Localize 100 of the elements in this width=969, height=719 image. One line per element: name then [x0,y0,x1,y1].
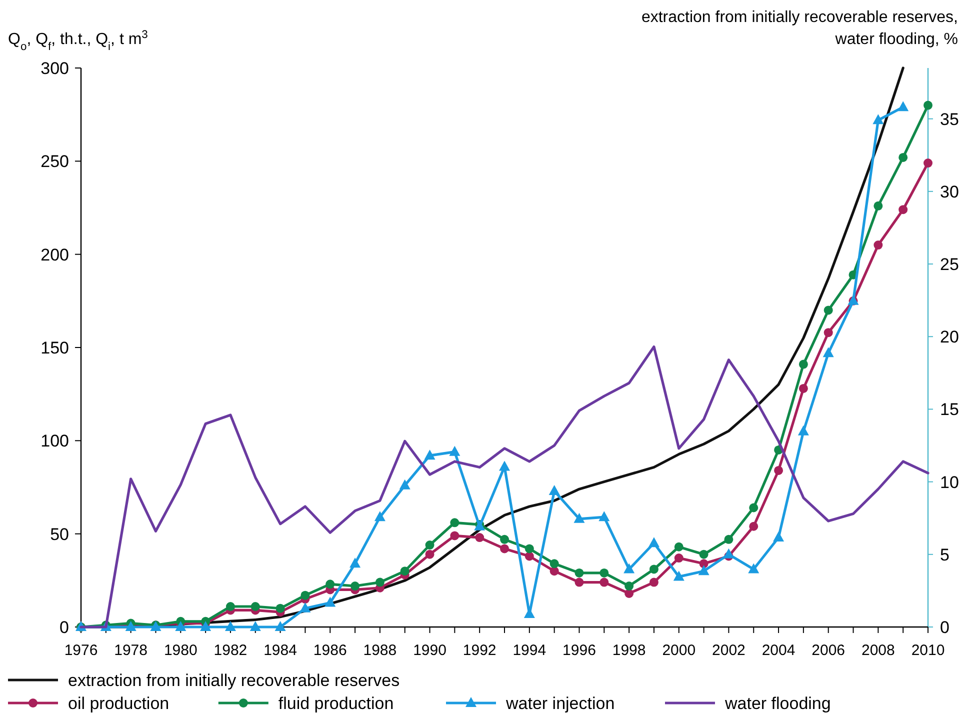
y-tick-label: 50 [50,524,69,544]
point [874,201,883,210]
point [175,621,186,631]
y-tick-label: 100 [40,432,69,451]
y2-tick-label: 0 [940,618,950,637]
point [300,590,310,600]
point [425,550,434,559]
x-tick-label: 1992 [462,642,496,659]
y2-tick-label: 35 [940,110,959,129]
point [898,205,908,214]
x-tick-label: 1986 [313,642,347,659]
point [648,537,660,548]
point [824,328,833,338]
point [350,582,360,591]
point [624,588,634,598]
x-tick-label: 1980 [164,642,198,659]
point [300,602,311,612]
point [250,621,261,631]
y-axis-title: Q$_{o}$, Q$_{f}$, th.t., Q$_{i}$, t m$^{3}$ [8,29,148,53]
point [874,240,883,250]
x-tick-label: 1998 [612,642,646,659]
point [500,534,509,544]
y-tick-label: 300 [40,58,69,78]
point [774,466,784,475]
legend-label: water injection [505,694,615,713]
point [924,100,932,110]
point [924,158,932,168]
x-tick-label: 1994 [512,642,546,659]
x-tick-label: 1990 [413,642,446,659]
legend-label: extraction from initially recoverable reserves [68,670,400,690]
point [524,544,534,554]
point [574,578,584,587]
point [649,578,658,587]
point [400,566,410,576]
point [250,602,260,612]
point [798,360,808,369]
legend-label: oil production [68,694,170,713]
point [600,568,609,578]
point [674,542,684,552]
point [500,544,509,554]
point [798,384,808,393]
y2-axis-title: extraction from initially recoverable reserves, water flooding, % [641,9,958,48]
x-tick-label: 1984 [264,642,297,659]
x-tick-label: 2000 [662,642,696,659]
point [898,152,908,162]
point [350,558,361,568]
x-tick-label: 2002 [712,642,746,659]
point [673,570,684,581]
point [723,548,734,558]
point [276,604,285,613]
x-tick-label: 2004 [762,642,796,659]
point [548,484,560,495]
y2-tick-label: 5 [940,545,950,564]
x-tick-label: 2008 [861,642,895,659]
point [724,534,734,544]
x-tick-label: 1976 [64,642,98,659]
y2-tick-label: 15 [940,400,959,420]
x-tick-label: 1988 [363,642,397,659]
y-tick-label: 250 [40,152,69,172]
point [224,621,236,631]
legend-label: fluid production [278,694,394,713]
point [425,540,434,550]
point [624,582,634,591]
point [698,565,710,576]
y-tick-label: 200 [40,245,69,264]
point [399,479,410,490]
point [324,596,336,607]
y-tick-label: 0 [60,618,69,637]
point [375,578,384,587]
point [326,580,335,589]
point [450,531,460,540]
point [824,306,833,315]
y2-tick-label: 20 [940,328,959,347]
legend-label: water flooding [724,694,831,713]
point [550,559,559,568]
point [699,559,708,568]
point [499,460,510,471]
x-tick-label: 1978 [114,642,148,659]
point [424,450,436,460]
point [475,533,484,542]
x-tick-label: 2010 [911,642,945,659]
x-tick-label: 1982 [214,642,248,659]
point [822,347,834,358]
point [574,512,585,523]
point [674,554,684,563]
point [898,101,909,112]
point [798,425,809,436]
point [872,114,884,124]
point [449,446,460,456]
point [598,511,610,522]
x-tick-label: 2006 [812,642,846,659]
y2-tick-label: 30 [940,182,959,202]
point [374,511,386,522]
point [274,621,286,631]
point [200,621,212,631]
point [748,563,760,574]
point [524,552,534,561]
point [749,522,758,531]
point [773,532,784,542]
point [450,518,460,528]
